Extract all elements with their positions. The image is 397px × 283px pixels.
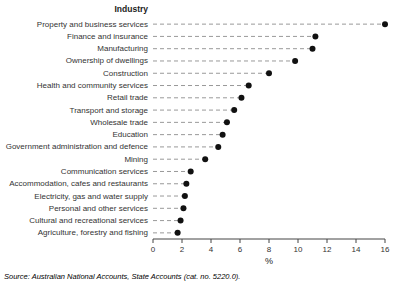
x-tick [240,239,241,243]
y-tick-label: Transport and storage [70,106,149,115]
x-tick [153,239,154,243]
y-tick-label: Manufacturing [97,44,148,53]
x-tick-label: 6 [238,245,243,254]
x-tick-label: 10 [294,245,303,254]
x-tick-label: 16 [381,245,390,254]
dot [182,193,188,199]
dot [180,205,186,211]
stem [153,208,183,209]
y-tick-label: Ownership of dwellings [66,56,148,65]
x-tick [356,239,357,243]
dot [224,119,230,125]
stem [153,48,313,49]
dot [202,156,208,162]
dot [188,168,194,174]
chart-container: Property and business services Finance an… [0,0,397,283]
y-tick-label: Health and community services [37,81,148,90]
stems [153,24,385,233]
dot [246,83,252,89]
x-tick-label: 8 [267,245,272,254]
dots [175,21,388,236]
stem [153,159,205,160]
dot [178,218,184,224]
y-tick-labels: Property and business services Finance an… [6,20,149,238]
x-tick-label: 12 [323,245,332,254]
y-tick-label: Retail trade [107,93,148,102]
dot [231,107,237,113]
y-tick-label: Electricity, gas and water supply [34,192,148,201]
y-tick-label: Communication services [61,167,148,176]
stem [153,24,385,25]
source-note: Source: Australian National Accounts, St… [4,272,240,281]
x-tick [269,239,270,243]
x-tick-label: 0 [151,245,156,254]
y-tick-label: Wholesale trade [90,118,148,127]
x-axis-label: % [265,256,273,266]
x-tick [298,239,299,243]
dot [220,132,226,138]
y-tick-label: Construction [103,69,148,78]
dot [175,230,181,236]
stem [153,146,218,147]
y-tick-label: Finance and insurance [67,32,148,41]
stem [153,73,269,74]
stem [153,36,315,37]
y-tick-label: Cultural and recreational services [29,216,148,225]
x-tick [327,239,328,243]
dot [266,70,272,76]
y-tick-label: Property and business services [37,20,148,29]
dot [238,95,244,101]
y-tick-label: Mining [124,155,148,164]
stem [153,85,249,86]
chart-svg: Property and business services Finance an… [0,0,397,283]
stem [153,97,241,98]
dot [292,58,298,64]
stem [153,171,191,172]
x-tick [182,239,183,243]
dot [382,21,388,27]
stem [153,232,178,233]
y-tick-label: Accommodation, cafes and restaurants [9,179,148,188]
x-tick [211,239,212,243]
y-tick-label: Agriculture, forestry and fishing [38,228,148,237]
stem [153,183,186,184]
x-tick-label: 4 [209,245,214,254]
dot [183,181,189,187]
y-axis-label: Industry [114,4,148,14]
stem [153,134,223,135]
x-tick-label: 14 [352,245,361,254]
y-tick-label: Personal and other services [49,204,148,213]
stem [153,60,295,61]
stem [153,196,185,197]
stem [153,110,234,111]
x-axis: 0 2 4 6 8 10 12 14 16 [151,239,390,254]
y-tick-label: Government administration and defence [6,142,149,151]
y-tick-label: Education [112,130,148,139]
x-tick [385,239,386,243]
stem [153,220,181,221]
dot [310,46,316,52]
stem [153,122,227,123]
dot [312,33,318,39]
x-tick-label: 2 [180,245,185,254]
dot [215,144,221,150]
